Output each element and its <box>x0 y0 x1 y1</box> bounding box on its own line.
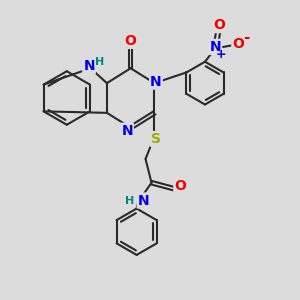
Text: H: H <box>125 196 134 206</box>
Text: -: - <box>243 30 250 45</box>
Text: O: O <box>125 34 136 48</box>
Text: O: O <box>232 37 244 51</box>
Text: O: O <box>174 179 186 193</box>
Text: N: N <box>121 124 133 138</box>
Text: N: N <box>150 75 162 88</box>
Text: +: + <box>215 48 226 62</box>
Text: H: H <box>95 57 105 67</box>
Text: S: S <box>151 132 161 146</box>
Text: N: N <box>210 40 221 54</box>
Text: N: N <box>138 194 149 208</box>
Text: N: N <box>83 59 95 73</box>
Text: O: O <box>213 18 225 32</box>
